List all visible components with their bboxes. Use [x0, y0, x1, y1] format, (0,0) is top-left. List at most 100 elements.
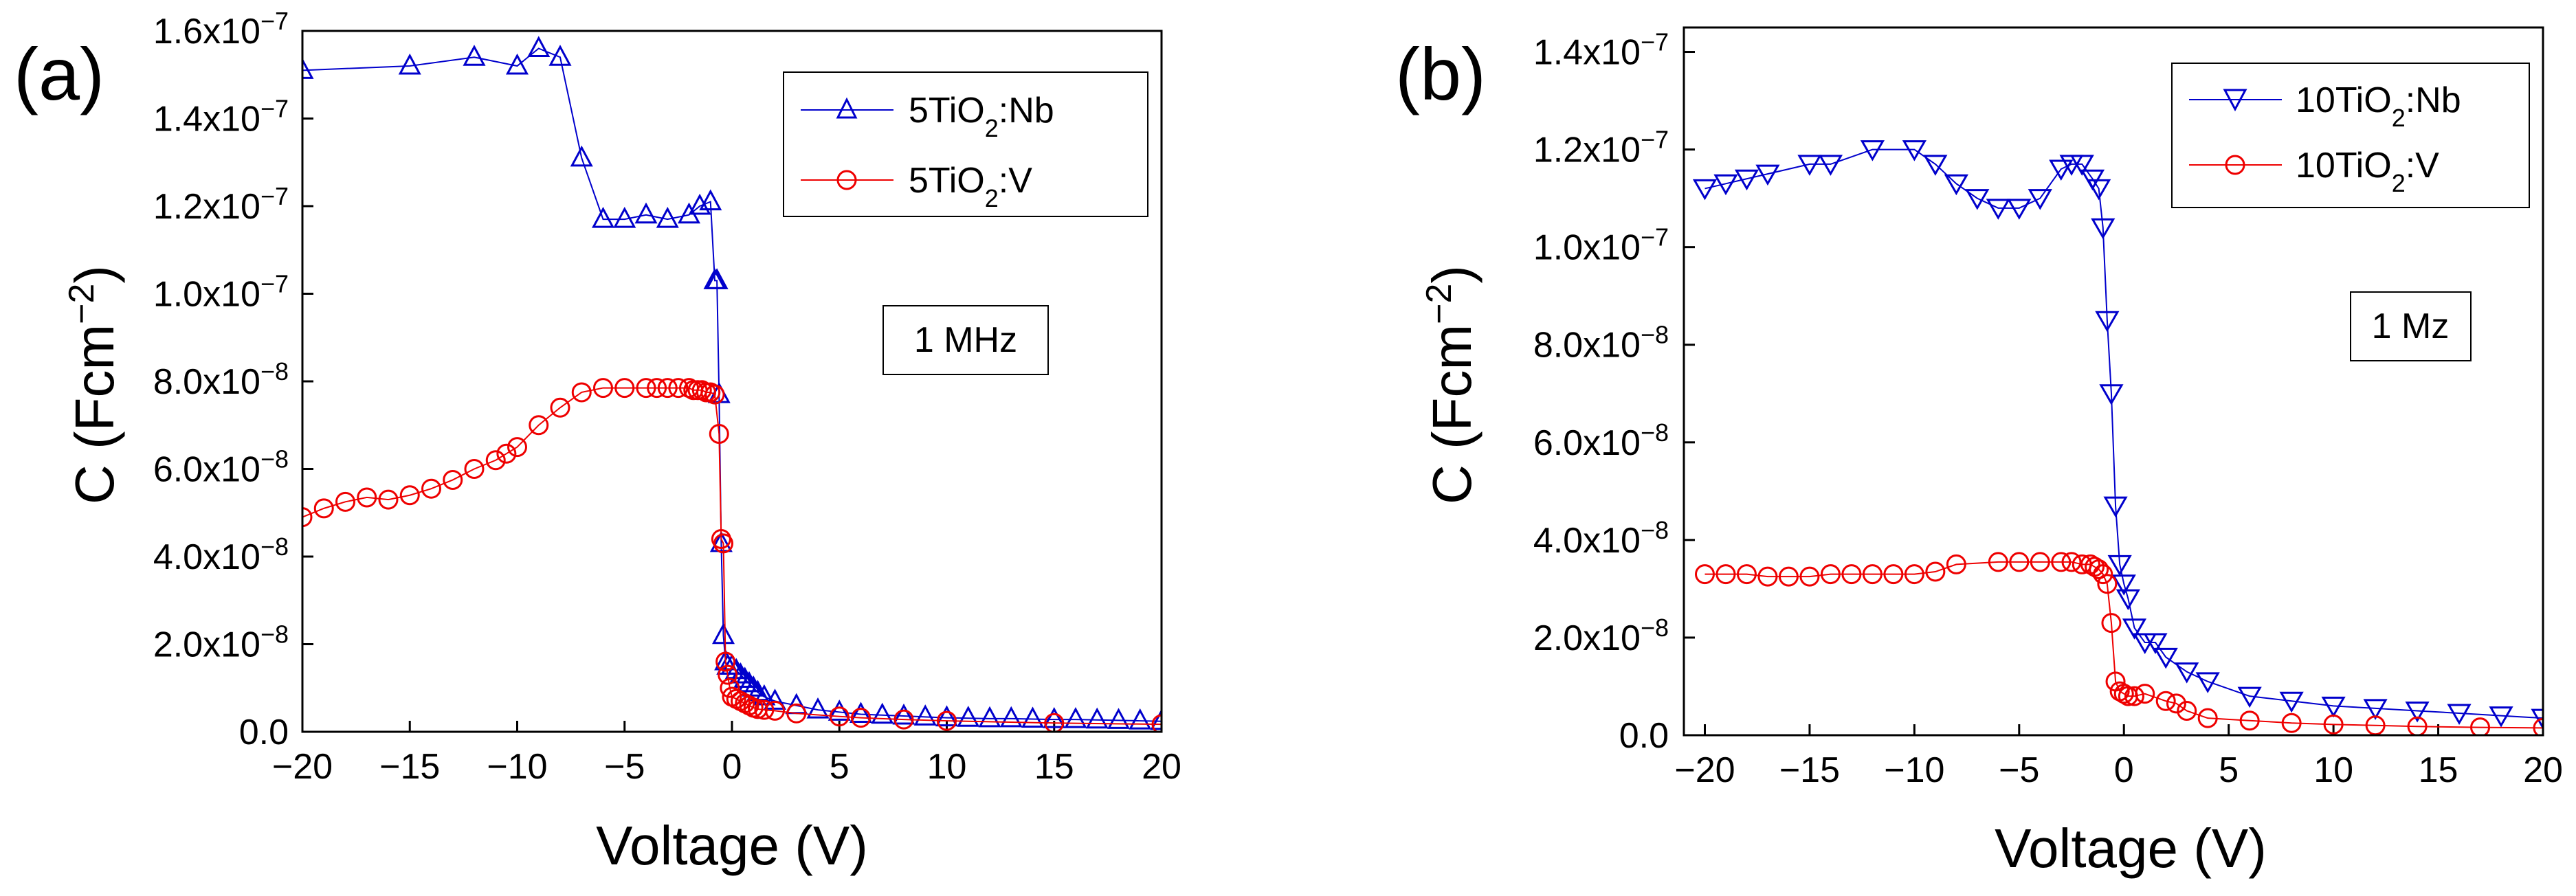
y-tick-label-b-1: 2.0x10−8 — [1533, 613, 1669, 658]
x-tick-label-a-8: 20 — [1142, 747, 1181, 787]
x-tick-label-a-5: 5 — [830, 747, 850, 787]
data-point-5tio2-v-3 — [357, 487, 377, 508]
data-point-5tio2-v-43 — [786, 703, 807, 724]
data-point-10tio2-nb-19 — [2091, 218, 2116, 240]
data-point-10tio2-nb-14 — [2049, 159, 2074, 181]
data-point-10tio2-nb-1 — [1713, 174, 1738, 196]
data-point-5tio2-v-4 — [378, 489, 399, 510]
data-point-10tio2-nb-36 — [2405, 701, 2430, 723]
data-point-5tio2-nb-47 — [1150, 708, 1162, 730]
data-point-10tio2-nb-20 — [2095, 311, 2120, 333]
data-point-10tio2-v-21 — [2089, 559, 2109, 579]
data-point-10tio2-nb-21 — [2099, 384, 2124, 405]
x-tick-labels-a: −20 −15 −10 −5 0 5 10 15 20 — [272, 721, 1181, 787]
series-line-10tio2-nb — [1705, 148, 2543, 719]
y-axis-title-text-a: C (Fcm−2) — [62, 265, 125, 504]
series-10tio2-v — [1694, 552, 2543, 735]
data-point-10tio2-nb-11 — [1986, 199, 2010, 220]
data-point-10tio2-v-15 — [2030, 552, 2050, 572]
y-axis-title-b: C (Fcm−2) — [1419, 265, 1483, 504]
data-point-10tio2-nb-32 — [2237, 686, 2262, 708]
data-point-5tio2-nb-15 — [705, 268, 729, 289]
y-tick-label-a-0: 0.0 — [239, 713, 289, 752]
data-point-10tio2-nb-8 — [1923, 155, 1948, 176]
data-point-5tio2-v-31 — [715, 651, 736, 672]
data-point-5tio2-v-48 — [1044, 713, 1065, 732]
data-point-5tio2-v-46 — [893, 709, 914, 730]
y-axis-title-a: C (Fcm−2) — [62, 265, 125, 504]
data-point-10tio2-v-29 — [2124, 686, 2144, 706]
data-point-10tio2-v-14 — [2009, 552, 2030, 572]
data-point-10tio2-v-41 — [2533, 717, 2543, 735]
data-point-5tio2-v-9 — [485, 450, 506, 471]
data-point-5tio2-nb-9 — [634, 202, 658, 224]
data-point-10tio2-nb-23 — [2107, 555, 2132, 576]
x-tick-label-b-5: 5 — [2219, 750, 2239, 790]
data-point-5tio2-nb-39 — [978, 706, 1001, 728]
x-tick-label-a-4: 0 — [722, 747, 742, 787]
x-axis-title-b: Voltage (V) — [1995, 818, 2267, 879]
data-point-10tio2-nb-16 — [2069, 155, 2094, 176]
data-point-5tio2-nb-43 — [1064, 706, 1087, 728]
data-point-10tio2-v-0 — [1694, 564, 1715, 585]
data-point-5tio2-v-49 — [1151, 714, 1162, 732]
data-point-5tio2-nb-8 — [613, 206, 636, 228]
plot-frame-b — [1683, 26, 2544, 737]
data-point-5tio2-v-45 — [851, 708, 871, 728]
data-point-5tio2-nb-42 — [1043, 706, 1066, 728]
data-point-10tio2-nb-3 — [1755, 164, 1780, 186]
data-point-10tio2-v-36 — [2281, 713, 2302, 733]
data-point-5tio2-v-5 — [399, 485, 420, 506]
data-point-5tio2-v-18 — [647, 378, 667, 399]
data-point-10tio2-nb-18 — [2087, 179, 2111, 201]
data-point-10tio2-v-2 — [1736, 564, 1757, 585]
legend-marker-10tio2-nb — [2223, 89, 2247, 112]
data-point-10tio2-v-37 — [2323, 714, 2344, 735]
data-point-10tio2-nb-4 — [1797, 155, 1822, 176]
data-point-5tio2-nb-36 — [913, 704, 937, 726]
data-point-10tio2-v-24 — [2101, 613, 2122, 634]
data-point-5tio2-nb-5 — [548, 45, 572, 66]
data-point-10tio2-nb-12 — [2007, 199, 2032, 220]
data-point-5tio2-nb-18 — [711, 623, 735, 645]
panel-label-b: (b) — [1395, 32, 1486, 115]
data-point-10tio2-v-5 — [1799, 566, 1820, 587]
data-point-5tio2-v-13 — [550, 397, 570, 418]
data-point-10tio2-v-40 — [2470, 717, 2491, 735]
data-point-5tio2-v-47 — [937, 710, 957, 731]
data-point-10tio2-v-17 — [2061, 552, 2082, 572]
x-tick-label-a-6: 10 — [927, 747, 967, 787]
data-point-5tio2-nb-1 — [398, 53, 421, 75]
y-tick-label-b-6: 1.2x10−7 — [1533, 125, 1669, 170]
data-point-10tio2-nb-25 — [2116, 589, 2140, 611]
legend-marker-5tio2-v — [836, 170, 857, 190]
y-tick-labels-b: 0.0 2.0x10−8 4.0x10−8 6.0x10−8 8.0x10−8 1.0x1… — [1533, 27, 1695, 756]
y-tick-label-b-5: 1.0x10−7 — [1533, 223, 1669, 268]
data-point-5tio2-v-19 — [657, 378, 678, 399]
data-point-5tio2-v-32 — [718, 664, 738, 685]
data-point-5tio2-v-12 — [529, 415, 549, 436]
data-point-10tio2-v-10 — [1904, 564, 1924, 585]
data-point-5tio2-nb-26 — [742, 675, 765, 697]
legend-label-10tio2-v: 10TiO2:V — [2296, 146, 2439, 197]
data-point-5tio2-v-16 — [614, 378, 635, 399]
data-point-5tio2-nb-45 — [1107, 708, 1131, 729]
data-point-10tio2-v-12 — [1946, 554, 1966, 574]
data-point-10tio2-v-30 — [2135, 684, 2155, 704]
data-point-5tio2-v-7 — [443, 469, 463, 490]
data-point-5tio2-nb-31 — [806, 697, 830, 719]
data-point-10tio2-v-31 — [2155, 691, 2176, 711]
data-point-10tio2-nb-0 — [1692, 179, 1718, 201]
data-point-10tio2-nb-6 — [1860, 140, 1885, 161]
data-point-10tio2-v-13 — [1988, 552, 2008, 572]
data-point-10tio2-nb-31 — [2195, 672, 2220, 693]
y-tick-label-b-3: 6.0x10−8 — [1533, 418, 1669, 463]
data-point-10tio2-v-11 — [1925, 561, 1946, 582]
data-point-5tio2-nb-37 — [935, 705, 959, 727]
data-point-5tio2-v-2 — [335, 491, 355, 512]
x-tick-label-b-0: −20 — [1674, 750, 1735, 790]
y-tick-label-b-2: 4.0x10−8 — [1533, 515, 1669, 561]
data-point-10tio2-v-4 — [1778, 566, 1799, 587]
x-axis-title-a: Voltage (V) — [596, 815, 868, 876]
